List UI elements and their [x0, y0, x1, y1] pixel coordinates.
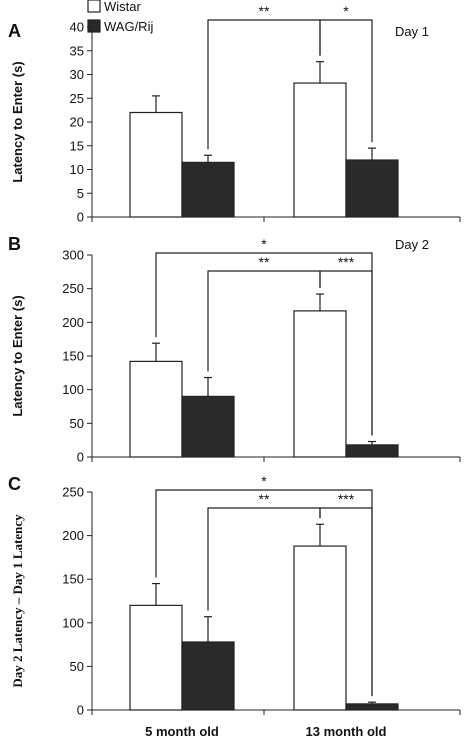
- panel-label: B: [8, 234, 21, 254]
- day-label: Day 1: [395, 24, 429, 39]
- significance-bracket: [319, 507, 373, 697]
- panel-label: C: [8, 474, 21, 494]
- y-tick-label: 50: [70, 416, 84, 431]
- bar-wagrij: [345, 703, 399, 711]
- y-tick-label: 200: [62, 315, 84, 330]
- significance-label: **: [259, 254, 270, 270]
- bar-wistar: [293, 82, 347, 218]
- significance-label: ***: [338, 491, 355, 507]
- panel-label: A: [8, 21, 21, 41]
- y-tick-label: 250: [62, 485, 84, 500]
- significance-bracket: [319, 270, 373, 436]
- y-tick-label: 15: [70, 138, 84, 153]
- bar-wistar: [129, 111, 183, 218]
- bar-wagrij: [181, 641, 235, 711]
- y-tick-label: 150: [62, 572, 84, 587]
- y-tick-label: 100: [62, 382, 84, 397]
- legend-label-wistar: Wistar: [104, 0, 142, 14]
- y-tick-label: 0: [77, 450, 84, 465]
- significance-label: **: [259, 491, 270, 507]
- bar-wistar: [293, 545, 347, 711]
- y-tick-label: 0: [77, 703, 84, 718]
- significance-label: **: [259, 3, 270, 19]
- significance-label: *: [343, 3, 349, 19]
- y-tick-label: 20: [70, 115, 84, 130]
- bar-wistar: [129, 360, 183, 458]
- y-tick-label: 35: [70, 43, 84, 58]
- legend-swatch-wistar: [87, 0, 101, 13]
- panel-a: A Day 1 Latency to Enter (s) 0 5 10 15 20 25 30 35…: [8, 3, 461, 225]
- significance-label: *: [261, 236, 267, 252]
- bar-wagrij: [345, 444, 399, 458]
- significance-label: ***: [338, 254, 355, 270]
- y-tick-label: 200: [62, 528, 84, 543]
- y-tick-label: 30: [70, 67, 84, 82]
- x-tick-label: 5 month old: [145, 724, 219, 739]
- significance-bracket: [319, 19, 373, 143]
- y-tick-label: 25: [70, 91, 84, 106]
- y-axis-label: Day 2 Latency – Day 1 Latency: [10, 514, 25, 688]
- x-tick-label: 13 month old: [306, 724, 387, 739]
- legend-label-wagrij: WAG/Rij: [104, 19, 153, 34]
- y-tick-label: 150: [62, 349, 84, 364]
- bar-wagrij: [181, 395, 235, 458]
- bar-wagrij: [181, 161, 235, 218]
- significance-label: *: [261, 473, 267, 489]
- y-tick-label: 5: [77, 186, 84, 201]
- y-tick-label: 250: [62, 281, 84, 296]
- bar-wistar: [129, 604, 183, 711]
- bar-wistar: [293, 310, 347, 458]
- day-label: Day 2: [395, 237, 429, 252]
- y-tick-label: 50: [70, 659, 84, 674]
- y-tick-label: 300: [62, 248, 84, 263]
- y-tick-label: 40: [70, 20, 84, 35]
- y-tick-label: 100: [62, 615, 84, 630]
- bar-wagrij: [345, 159, 399, 218]
- y-tick-label: 0: [77, 210, 84, 225]
- panel-b: B Day 2 Latency to Enter (s) 0 50 100 150 200 25…: [8, 234, 461, 465]
- y-axis-label: Latency to Enter (s): [10, 61, 25, 182]
- panel-c: C Day 2 Latency – Day 1 Latency 0 50 100 150 2…: [8, 473, 461, 718]
- legend: Wistar WAG/Rij: [87, 0, 153, 34]
- y-tick-label: 10: [70, 162, 84, 177]
- legend-swatch-wagrij: [87, 19, 101, 33]
- y-axis-label: Latency to Enter (s): [10, 295, 25, 416]
